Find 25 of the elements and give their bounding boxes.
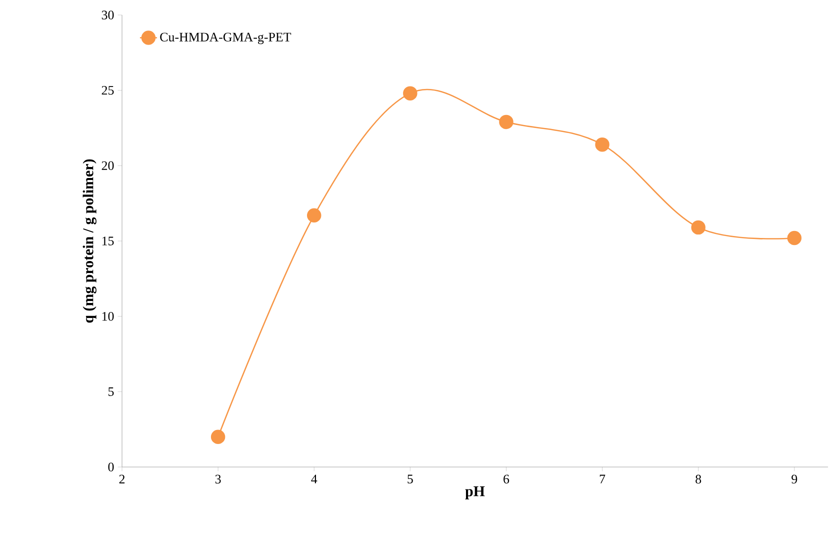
y-tick-label: 5: [108, 387, 114, 396]
x-tick-label: 8: [696, 474, 702, 484]
x-tick-label: 9: [792, 474, 798, 484]
x-tick-label: 6: [504, 474, 510, 484]
x-tick-label: 5: [408, 474, 413, 484]
point: [787, 230, 802, 246]
point: [691, 220, 706, 235]
y-tick-label: 15: [102, 236, 114, 246]
y-tick-label: 0: [108, 462, 114, 472]
y-axis-title: q (mg protein / g polimer): [82, 159, 96, 323]
y-tick-label: 25: [102, 86, 114, 95]
y-tick-label: 20: [102, 161, 114, 170]
point: [499, 114, 514, 130]
y-tick-label: 10: [102, 312, 114, 321]
point: [595, 137, 610, 152]
x-tick-label: 3: [215, 474, 221, 484]
y-tick-label: 30: [102, 10, 114, 20]
point: [403, 86, 418, 100]
x-tick-label: 7: [600, 474, 606, 484]
point: [306, 208, 322, 223]
x-axis-title: pH: [465, 486, 485, 500]
point: [210, 430, 226, 444]
x-tick-label: 2: [119, 474, 125, 484]
legend-label: Cu-HMDA-GMA-g-PET: [160, 32, 292, 44]
x-tick-label: 4: [311, 474, 318, 484]
